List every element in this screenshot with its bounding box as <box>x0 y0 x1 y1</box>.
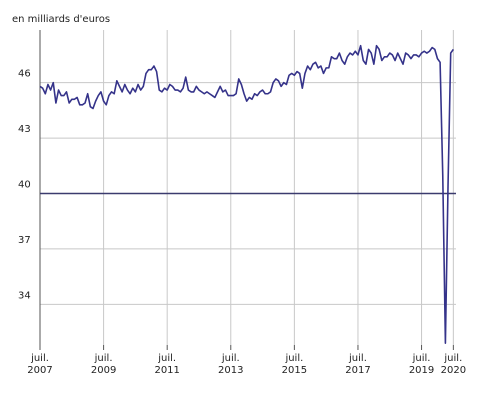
y-tick-label: 37 <box>18 235 31 246</box>
x-tick-label: juil. 2020 <box>441 353 466 376</box>
x-tick-label: juil. 2017 <box>345 353 370 376</box>
y-tick-label: 34 <box>18 290 31 301</box>
x-tick-label: juil. 2019 <box>409 353 434 376</box>
y-tick-label: 43 <box>18 124 31 135</box>
x-tick-label: juil. 2007 <box>27 353 52 376</box>
x-tick-label: juil. 2013 <box>218 353 243 376</box>
y-tick-label: 46 <box>18 69 31 80</box>
line <box>39 44 454 344</box>
x-tick-label: juil. 2015 <box>282 353 307 376</box>
x-tick-label: juil. 2009 <box>91 353 116 376</box>
y-tick-label: 40 <box>18 180 31 191</box>
y-axis-label: en milliards d'euros <box>12 14 110 25</box>
x-tick-label: juil. 2011 <box>154 353 179 376</box>
